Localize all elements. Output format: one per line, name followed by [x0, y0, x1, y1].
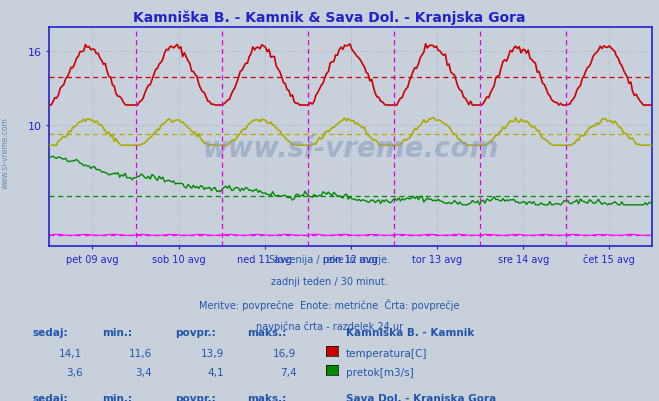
- Text: www.si-vreme.com: www.si-vreme.com: [1, 117, 10, 188]
- Text: Slovenija / reke in morje.: Slovenija / reke in morje.: [269, 255, 390, 265]
- Text: 13,9: 13,9: [201, 348, 224, 358]
- Text: maks.:: maks.:: [247, 327, 287, 337]
- Text: sedaj:: sedaj:: [33, 393, 69, 401]
- Text: Kamniška B. - Kamnik & Sava Dol. - Kranjska Gora: Kamniška B. - Kamnik & Sava Dol. - Kranj…: [133, 10, 526, 24]
- Text: min.:: min.:: [102, 327, 132, 337]
- Text: zadnji teden / 30 minut.: zadnji teden / 30 minut.: [271, 277, 388, 287]
- Text: 3,4: 3,4: [135, 367, 152, 377]
- Text: www.si-vreme.com: www.si-vreme.com: [203, 134, 499, 162]
- Text: maks.:: maks.:: [247, 393, 287, 401]
- Text: povpr.:: povpr.:: [175, 327, 215, 337]
- Text: 7,4: 7,4: [280, 367, 297, 377]
- Text: 4,1: 4,1: [208, 367, 224, 377]
- Text: pretok[m3/s]: pretok[m3/s]: [346, 367, 414, 377]
- Text: 14,1: 14,1: [59, 348, 82, 358]
- Text: navpična črta - razdelek 24 ur: navpična črta - razdelek 24 ur: [256, 321, 403, 331]
- Text: sedaj:: sedaj:: [33, 327, 69, 337]
- Text: Meritve: povprečne  Enote: metrične  Črta: povprečje: Meritve: povprečne Enote: metrične Črta:…: [199, 299, 460, 311]
- Text: povpr.:: povpr.:: [175, 393, 215, 401]
- Text: Kamniška B. - Kamnik: Kamniška B. - Kamnik: [346, 327, 474, 337]
- Text: temperatura[C]: temperatura[C]: [346, 348, 428, 358]
- Text: min.:: min.:: [102, 393, 132, 401]
- Text: 3,6: 3,6: [66, 367, 82, 377]
- Text: Sava Dol. - Kranjska Gora: Sava Dol. - Kranjska Gora: [346, 393, 496, 401]
- Text: 16,9: 16,9: [273, 348, 297, 358]
- Text: 11,6: 11,6: [129, 348, 152, 358]
